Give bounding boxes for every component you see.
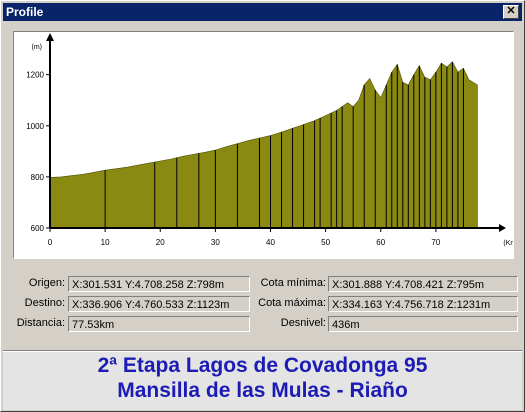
x-axis-arrow bbox=[499, 224, 506, 232]
x-tick-label: 50 bbox=[321, 238, 330, 247]
x-tick-label: 40 bbox=[266, 238, 275, 247]
y-axis-arrow bbox=[46, 33, 54, 41]
desnivel-value: 436m bbox=[328, 316, 518, 332]
close-icon: ✕ bbox=[506, 5, 516, 17]
x-tick-label: 20 bbox=[156, 238, 165, 247]
origen-value: X:301.531 Y:4.708.258 Z:798m bbox=[68, 276, 250, 292]
close-button[interactable]: ✕ bbox=[503, 5, 519, 19]
x-tick-label: 70 bbox=[431, 238, 440, 247]
cota-minima-value: X:301.888 Y:4.708.421 Z:795m bbox=[328, 276, 518, 292]
title-bar[interactable]: Profile ✕ bbox=[3, 3, 522, 21]
profile-chart-panel: 0 10 20 30 40 50 60 70 600 800 1000 1200 (m) (Km) bbox=[13, 31, 514, 259]
y-axis-unit-label: (m) bbox=[32, 44, 43, 51]
destino-label: Destino: bbox=[24, 297, 65, 309]
cota-maxima-value: X:334.163 Y:4.756.718 Z:1231m bbox=[328, 296, 518, 312]
distancia-value: 77.53km bbox=[68, 316, 250, 332]
y-tick-label: 1200 bbox=[26, 71, 44, 80]
stage-title-panel: 2ª Etapa Lagos de Covadonga 95 Mansilla … bbox=[3, 352, 522, 410]
desnivel-label: Desnivel: bbox=[280, 317, 326, 329]
cota-maxima-label: Cota máxima: bbox=[258, 297, 326, 309]
stage-title-line1: 2ª Etapa Lagos de Covadonga 95 bbox=[97, 354, 428, 377]
stage-title-line2: Mansilla de las Mulas - Riaño bbox=[117, 379, 408, 402]
distancia-label: Distancia: bbox=[16, 317, 65, 329]
window-title: Profile bbox=[6, 5, 44, 19]
x-tick-label: 0 bbox=[48, 238, 53, 247]
destino-value: X:336.906 Y:4.760.533 Z:1123m bbox=[68, 296, 250, 312]
y-tick-label: 1000 bbox=[26, 122, 44, 131]
separator bbox=[3, 350, 522, 352]
elevation-area bbox=[49, 61, 478, 229]
x-tick-label: 60 bbox=[376, 238, 385, 247]
x-axis-unit-label: (Km) bbox=[503, 240, 513, 247]
elevation-profile-chart: 0 10 20 30 40 50 60 70 600 800 1000 1200 (m) (Km) bbox=[26, 33, 513, 247]
origen-label: Origen: bbox=[28, 277, 65, 289]
cota-minima-label: Cota mínima: bbox=[260, 277, 326, 289]
y-tick-label: 800 bbox=[31, 173, 45, 182]
x-tick-label: 10 bbox=[101, 238, 110, 247]
x-tick-label: 30 bbox=[211, 238, 220, 247]
y-tick-label: 600 bbox=[31, 224, 45, 233]
